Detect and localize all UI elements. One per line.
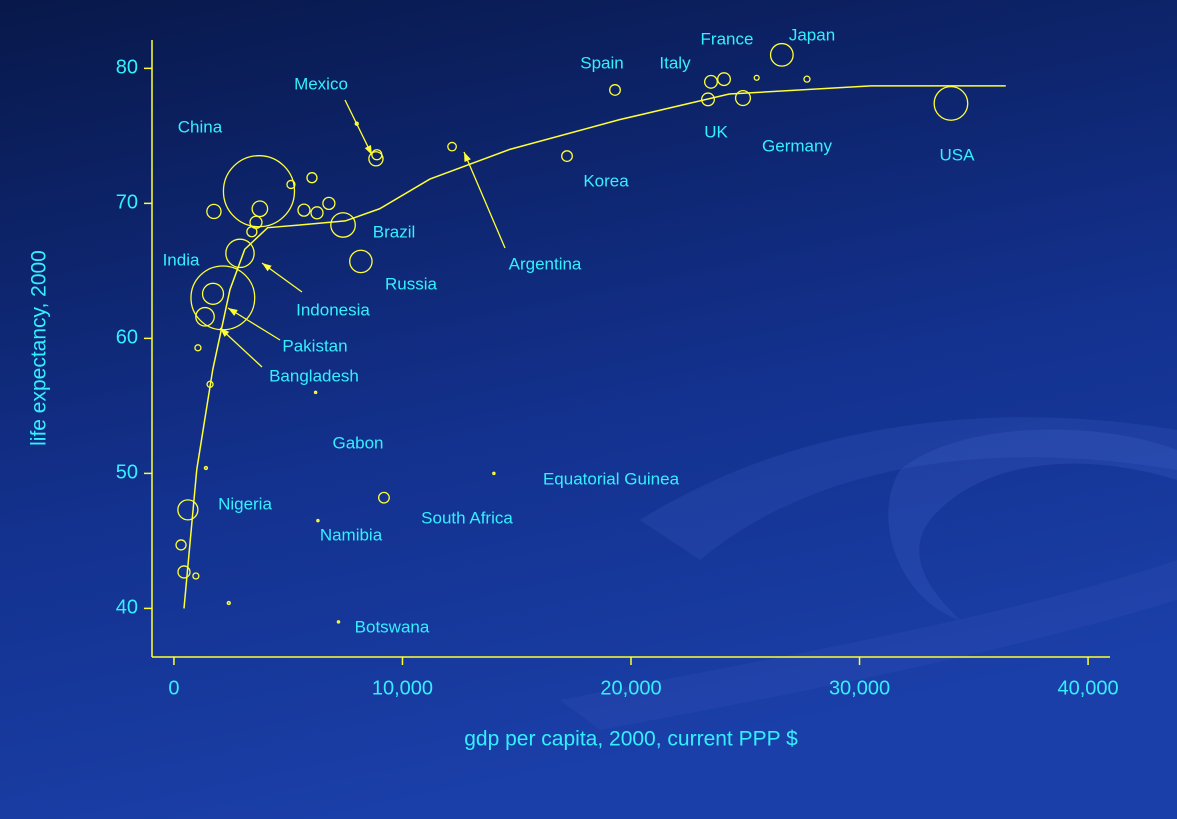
y-tick-label: 60 bbox=[116, 327, 138, 349]
arrow-shaft bbox=[227, 307, 281, 341]
country-label: Bangladesh bbox=[269, 366, 359, 385]
x-tick-label: 10,000 bbox=[372, 677, 433, 699]
bubble bbox=[368, 151, 384, 167]
country-label: Russia bbox=[385, 274, 438, 293]
country-label: Germany bbox=[762, 136, 832, 155]
arrow-head bbox=[228, 308, 238, 316]
bubble bbox=[316, 518, 320, 523]
country-label: Korea bbox=[583, 171, 629, 190]
country-label: Argentina bbox=[509, 254, 582, 273]
swoosh bbox=[640, 417, 1177, 560]
country-label: Botswana bbox=[355, 617, 430, 636]
bubble bbox=[734, 89, 752, 107]
bubble bbox=[322, 196, 336, 211]
country-label: Japan bbox=[789, 25, 835, 44]
bubble bbox=[330, 212, 356, 238]
y-tick-label: 70 bbox=[116, 192, 138, 214]
bubble bbox=[313, 390, 318, 395]
bubble bbox=[286, 179, 296, 190]
bubble bbox=[226, 600, 231, 606]
country-label: Namibia bbox=[320, 525, 383, 544]
bubble bbox=[310, 206, 324, 220]
country-label: Equatorial Guinea bbox=[543, 469, 680, 488]
x-tick-label: 30,000 bbox=[829, 677, 890, 699]
country-label: France bbox=[701, 29, 754, 48]
bubble bbox=[251, 200, 269, 218]
country-label: South Africa bbox=[421, 508, 513, 527]
country-label: Brazil bbox=[373, 222, 416, 241]
x-tick-label: 40,000 bbox=[1057, 677, 1118, 699]
y-tick-label: 50 bbox=[116, 462, 138, 484]
country-label: Gabon bbox=[332, 433, 383, 452]
y-tick-label: 80 bbox=[116, 57, 138, 79]
fit-line bbox=[183, 85, 1006, 609]
bubble bbox=[225, 238, 255, 269]
swoosh bbox=[560, 560, 1177, 730]
country-label: USA bbox=[940, 145, 976, 164]
bubble bbox=[206, 203, 222, 220]
country-label: Mexico bbox=[294, 74, 348, 93]
bubble bbox=[297, 203, 311, 217]
y-tick-label: 40 bbox=[116, 597, 138, 619]
bubble bbox=[803, 75, 811, 83]
bubble bbox=[195, 306, 215, 327]
x-axis-title: gdp per capita, 2000, current PPP $ bbox=[464, 728, 798, 751]
arrow-head bbox=[262, 263, 272, 272]
bubble bbox=[192, 572, 200, 580]
arrow-shaft bbox=[344, 99, 373, 156]
country-label: Italy bbox=[659, 53, 691, 72]
x-tick-label: 20,000 bbox=[600, 677, 661, 699]
y-axis-title: life expectancy, 2000 bbox=[28, 250, 51, 446]
bubble bbox=[177, 499, 199, 521]
country-label: Spain bbox=[580, 53, 623, 72]
bubble bbox=[609, 84, 621, 96]
arrow-head bbox=[464, 152, 471, 162]
bubble bbox=[492, 471, 496, 476]
country-label: India bbox=[163, 250, 200, 269]
bubble bbox=[447, 141, 457, 152]
bubble bbox=[175, 539, 187, 551]
bubble bbox=[203, 465, 209, 471]
bubble bbox=[306, 172, 318, 184]
bubble bbox=[194, 344, 202, 352]
bubble bbox=[336, 620, 341, 624]
bubble bbox=[246, 226, 258, 238]
bubble bbox=[769, 42, 794, 67]
bubble bbox=[753, 74, 760, 81]
country-label: Pakistan bbox=[282, 336, 347, 355]
arrow-head bbox=[220, 328, 230, 337]
bubble bbox=[378, 491, 390, 504]
country-label: China bbox=[178, 117, 223, 136]
bubble bbox=[561, 150, 573, 163]
bubble bbox=[349, 249, 373, 274]
arrow-shaft bbox=[463, 151, 506, 249]
bubble bbox=[201, 282, 225, 305]
swoosh bbox=[888, 429, 1177, 620]
bubble bbox=[177, 565, 191, 579]
country-label: Nigeria bbox=[218, 494, 272, 513]
arrow-shaft bbox=[219, 327, 263, 368]
country-label: Indonesia bbox=[296, 300, 370, 319]
bubble bbox=[717, 72, 731, 87]
x-tick-label: 0 bbox=[168, 677, 179, 699]
bubble bbox=[206, 380, 214, 388]
country-label: UK bbox=[704, 122, 728, 141]
arrow-head bbox=[364, 145, 372, 155]
bubble bbox=[933, 86, 969, 121]
bubble bbox=[704, 74, 718, 89]
bubble bbox=[701, 92, 715, 107]
